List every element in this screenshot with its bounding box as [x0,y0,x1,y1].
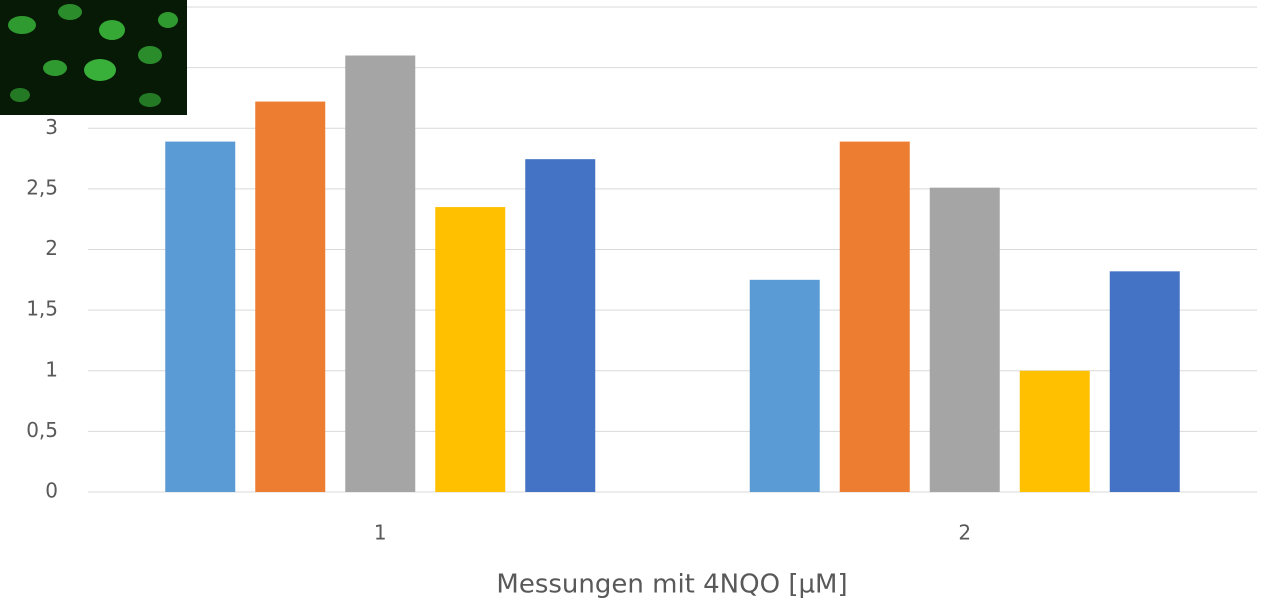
x-axis-label: Messungen mit 4NQO [µM] [496,570,847,600]
bar [345,56,415,493]
bar [750,280,820,492]
y-tick-label: 1,5 [26,297,58,321]
bar [165,142,235,492]
y-tick-label: 1 [45,357,58,381]
bar [435,207,505,492]
y-tick-label: 2,5 [26,175,58,199]
plot: 00,511,522,533,5412 [26,0,1257,545]
bar [840,142,910,492]
x-tick-label: 2 [958,521,971,545]
y-tick-label: 0,5 [26,418,58,442]
bar [525,159,595,492]
bar [930,188,1000,492]
x-tick-label: 1 [374,521,387,545]
bar [1020,371,1090,492]
cell-image [0,0,187,115]
bar [255,102,325,492]
y-tick-label: 3 [45,115,58,139]
y-tick-label: 0 [45,479,58,503]
y-tick-label: 2 [45,236,58,260]
bar [1110,271,1180,492]
chart: 00,511,522,533,5412 Messungen mit 4NQO [… [0,0,1264,609]
